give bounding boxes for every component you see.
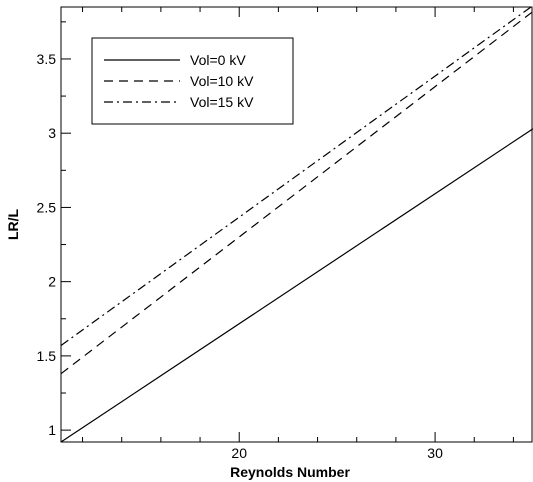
- y-tick-label: 2.5: [37, 199, 57, 215]
- y-tick-label: 1: [48, 422, 56, 438]
- legend-label: Vol=10 kV: [190, 73, 254, 89]
- x-tick-label: 30: [427, 445, 443, 461]
- y-axis-title: LR/L: [5, 209, 21, 241]
- y-tick-label: 1.5: [37, 348, 57, 364]
- x-tick-label: 20: [231, 445, 247, 461]
- series-layer: [61, 7, 533, 442]
- y-tick-label: 3: [48, 125, 56, 141]
- legend: Vol=0 kV Vol=10 kV Vol=15 kV: [91, 37, 294, 125]
- plot-area-frame: [60, 6, 533, 443]
- x-axis-title: Reynolds Number: [230, 464, 350, 480]
- series-line-0: [61, 128, 533, 442]
- series-line-1: [61, 10, 533, 375]
- series-line-2: [61, 7, 532, 346]
- legend-label: Vol=0 kV: [190, 52, 246, 68]
- legend-label: Vol=15 kV: [190, 94, 254, 110]
- ticks-layer: 20 30 1 1.5 2 2.5 3 3.5: [37, 7, 514, 461]
- y-tick-label: 3.5: [37, 51, 57, 67]
- y-tick-label: 2: [48, 274, 56, 290]
